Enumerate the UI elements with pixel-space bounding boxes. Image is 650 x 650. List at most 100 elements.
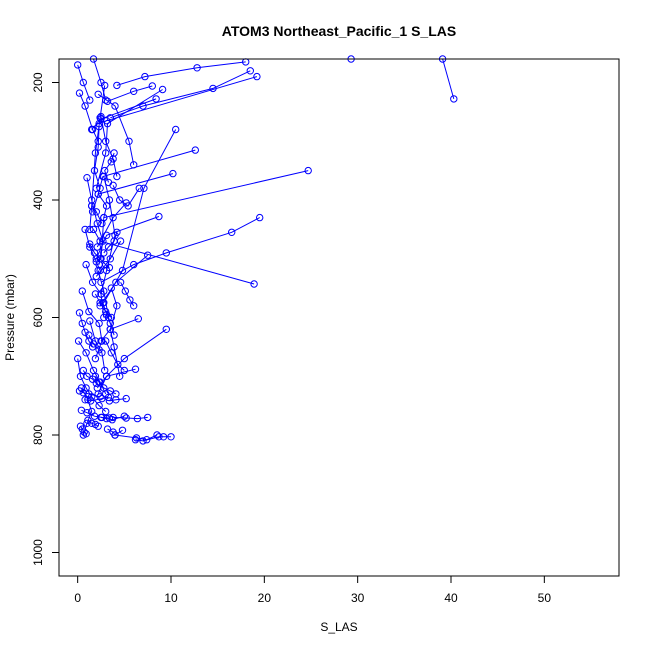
data-point-50-3 — [130, 302, 138, 310]
series-line-32 — [110, 70, 251, 119]
y-tick-label: 600 — [31, 307, 45, 327]
data-point-17-1 — [88, 196, 96, 204]
data-point-29-1 — [97, 78, 105, 87]
data-point-61-3 — [172, 125, 180, 134]
data-point-49-2 — [114, 360, 122, 369]
data-point-32-2 — [209, 84, 217, 93]
data-point-19-2 — [95, 319, 103, 328]
data-point-45-2 — [85, 390, 93, 398]
data-point-19-4 — [91, 354, 100, 363]
data-point-57-0 — [109, 181, 117, 190]
x-tick-label: 50 — [538, 591, 552, 605]
data-point-41-2 — [80, 428, 88, 436]
data-point-25-1 — [102, 137, 110, 146]
data-point-39-1 — [139, 437, 147, 445]
data-point-49-1 — [107, 349, 116, 357]
data-point-57-3 — [135, 184, 144, 193]
data-point-33-1 — [111, 102, 119, 110]
y-axis: 200 400 600 800 1000 — [31, 72, 60, 566]
series-line-25 — [100, 116, 118, 177]
data-point-60-2 — [193, 64, 201, 72]
x-axis-label: S_LAS — [320, 620, 357, 634]
data-point-53-1 — [102, 310, 111, 319]
data-point-19-1 — [85, 307, 93, 316]
series-line-21 — [80, 387, 93, 436]
data-point-50-0 — [116, 278, 125, 286]
data-point-1-0 — [304, 166, 312, 175]
data-point-42-3 — [94, 422, 102, 430]
data-point-35-5 — [102, 407, 110, 416]
data-point-48-3 — [92, 379, 101, 387]
data-point-59-4 — [256, 213, 264, 222]
data-point-58-2 — [96, 255, 104, 263]
plot-marks — [74, 55, 458, 445]
data-point-23-2 — [106, 325, 115, 333]
data-point-3-2 — [102, 202, 111, 210]
data-point-16-1 — [94, 143, 102, 151]
data-point-4-0 — [162, 325, 171, 333]
data-point-47-2 — [100, 384, 108, 392]
series-line-29 — [93, 58, 107, 101]
series-line-15 — [89, 85, 106, 230]
data-point-41-3 — [82, 430, 90, 438]
data-point-21-3 — [83, 419, 91, 427]
data-point-56-2 — [81, 328, 89, 336]
data-point-45-1 — [79, 389, 88, 397]
data-point-17-2 — [93, 219, 102, 228]
data-point-15-1 — [96, 114, 104, 122]
data-point-40-0 — [103, 425, 112, 433]
data-point-46-0 — [122, 394, 130, 403]
data-point-29-2 — [102, 96, 110, 104]
data-point-25-2 — [109, 155, 117, 163]
data-point-51-0 — [88, 202, 96, 210]
chart-title: ATOM3 Northeast_Pacific_1 S_LAS — [222, 23, 456, 39]
data-point-30-0 — [74, 61, 82, 69]
data-point-18-1 — [88, 278, 97, 286]
data-point-52-2 — [102, 307, 110, 316]
data-point-32-0 — [106, 114, 115, 122]
series-line-51 — [91, 205, 103, 224]
data-point-7-0 — [155, 212, 163, 221]
x-tick-label: 10 — [164, 591, 178, 605]
data-point-27-1 — [100, 287, 108, 295]
data-point-49-0 — [102, 337, 110, 345]
data-point-59-3 — [228, 228, 236, 237]
data-point-17-3 — [99, 237, 107, 245]
data-point-56-3 — [85, 337, 93, 345]
data-point-34-0 — [103, 97, 112, 106]
data-point-59-1 — [130, 260, 138, 269]
data-point-31-0 — [75, 89, 84, 97]
data-point-24-2 — [101, 166, 109, 175]
data-point-9-0 — [158, 85, 167, 94]
data-point-16-3 — [96, 184, 104, 193]
data-point-33-3 — [130, 161, 138, 169]
data-point-13-2 — [93, 243, 102, 251]
y-axis-label: Pressure (mbar) — [3, 274, 17, 361]
data-point-60-1 — [141, 72, 149, 81]
series-line-42 — [87, 419, 99, 427]
series-line-57 — [112, 185, 140, 207]
data-point-40-3 — [118, 426, 127, 434]
series-line-23 — [109, 287, 121, 377]
y-tick-label: 800 — [31, 425, 45, 445]
series-line-34 — [107, 85, 153, 102]
data-point-54-1 — [110, 237, 118, 245]
data-point-31-3 — [94, 137, 102, 146]
data-point-16-0 — [95, 122, 103, 131]
data-point-56-0 — [75, 309, 84, 317]
data-point-48-1 — [83, 372, 91, 380]
data-point-39-0 — [131, 436, 140, 444]
data-point-51-1 — [92, 208, 101, 216]
data-point-2-0 — [250, 280, 258, 288]
data-point-31-1 — [81, 102, 89, 110]
data-point-8-1 — [97, 115, 105, 123]
data-point-38-1 — [132, 434, 141, 442]
data-point-38-3 — [153, 431, 161, 439]
data-point-61-2 — [140, 184, 148, 193]
data-point-15-4 — [86, 225, 94, 234]
x-tick-label: 20 — [258, 591, 272, 605]
data-point-28-0 — [81, 225, 89, 234]
series-line-16 — [92, 126, 101, 212]
